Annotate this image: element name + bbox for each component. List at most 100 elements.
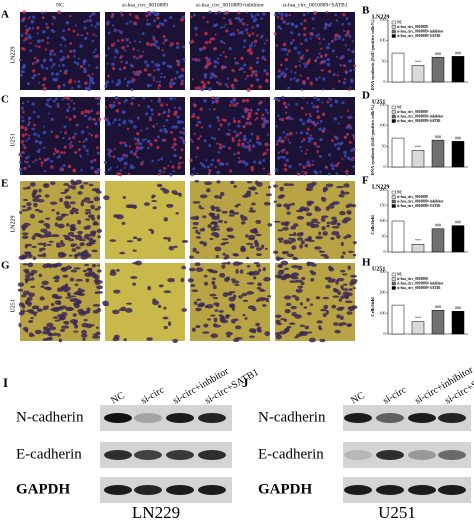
nucleus: [91, 73, 94, 76]
cell: [335, 185, 344, 189]
nucleus: [123, 141, 126, 145]
nucleus: [209, 76, 213, 79]
cell: [228, 290, 236, 294]
nucleus: [291, 117, 294, 121]
nucleus: [250, 132, 254, 136]
nucleus: [290, 31, 294, 35]
cell: [336, 222, 341, 226]
nucleus: [37, 39, 41, 43]
nucleus: [179, 156, 182, 160]
nucleus: [219, 39, 224, 44]
cell: [282, 226, 289, 231]
cell: [299, 302, 303, 306]
nucleus: [239, 131, 243, 135]
nucleus: [322, 37, 326, 41]
nucleus: [151, 11, 154, 14]
nucleus: [195, 156, 198, 159]
nucleus: [21, 133, 25, 138]
nucleus: [24, 36, 29, 41]
cell: [23, 268, 30, 273]
nucleus: [173, 97, 176, 100]
nucleus: [146, 83, 151, 88]
nucleus: [166, 64, 170, 68]
nucleus: [208, 108, 211, 111]
cell: [234, 283, 240, 286]
nucleus: [24, 127, 28, 132]
nucleus: [41, 66, 45, 69]
nucleus: [132, 47, 136, 51]
nucleus: [70, 144, 74, 148]
cell: [267, 295, 272, 298]
nucleus: [216, 142, 219, 145]
nucleus: [314, 171, 319, 175]
cell: [97, 206, 102, 209]
nucleus: [208, 124, 212, 128]
nucleus: [306, 160, 310, 164]
nucleus: [261, 113, 265, 117]
legend-swatch: [391, 119, 396, 123]
cell: [71, 208, 79, 213]
nucleus: [273, 13, 277, 17]
nucleus: [182, 57, 186, 61]
cell: [338, 298, 343, 302]
cell: [152, 298, 157, 303]
nucleus: [127, 172, 131, 176]
nucleus: [343, 135, 348, 139]
nucleus: [235, 134, 238, 137]
cell: [85, 323, 93, 329]
cell: [228, 214, 235, 217]
y-tick-label: 200: [380, 290, 386, 295]
cell: [221, 238, 229, 241]
cell: [150, 229, 155, 235]
cell: [331, 230, 340, 236]
nucleus: [333, 143, 337, 147]
nucleus: [197, 120, 200, 124]
nucleus: [199, 135, 202, 138]
cell: [66, 292, 71, 297]
nucleus: [345, 17, 349, 20]
cell: [296, 215, 305, 220]
nucleus: [113, 101, 116, 104]
nucleus: [295, 79, 299, 83]
nucleus: [255, 117, 259, 120]
cell: [116, 269, 120, 272]
cell: [235, 269, 239, 274]
nucleus: [331, 40, 335, 43]
cell: [90, 217, 96, 221]
nucleus: [325, 45, 330, 50]
nucleus: [84, 114, 88, 118]
cell: [151, 200, 158, 203]
nucleus: [298, 60, 301, 63]
cell: [209, 293, 217, 297]
cell: [315, 235, 324, 240]
nucleus: [134, 14, 139, 19]
cell: [134, 260, 143, 266]
blot-band: [198, 450, 226, 460]
nucleus: [285, 151, 289, 155]
nucleus: [233, 78, 238, 83]
nucleus: [42, 130, 47, 135]
nucleus: [229, 169, 233, 173]
nucleus: [300, 106, 304, 110]
nucleus: [203, 165, 207, 169]
nucleus: [206, 165, 210, 169]
nucleus: [203, 99, 207, 103]
cell: [299, 331, 305, 335]
cell: [59, 328, 66, 332]
nucleus: [251, 70, 255, 74]
nucleus: [281, 139, 285, 143]
nucleus: [123, 77, 127, 80]
cell: [326, 221, 330, 225]
nucleus: [343, 78, 347, 81]
cell: [293, 257, 299, 260]
cell: [21, 205, 27, 208]
nucleus: [134, 72, 138, 76]
nucleus: [312, 160, 315, 163]
cell: [95, 291, 104, 294]
nucleus: [243, 39, 247, 43]
nucleus: [307, 139, 312, 143]
cell: [262, 267, 266, 272]
nucleus: [193, 132, 196, 135]
nucleus: [353, 68, 356, 71]
nucleus: [28, 36, 32, 40]
